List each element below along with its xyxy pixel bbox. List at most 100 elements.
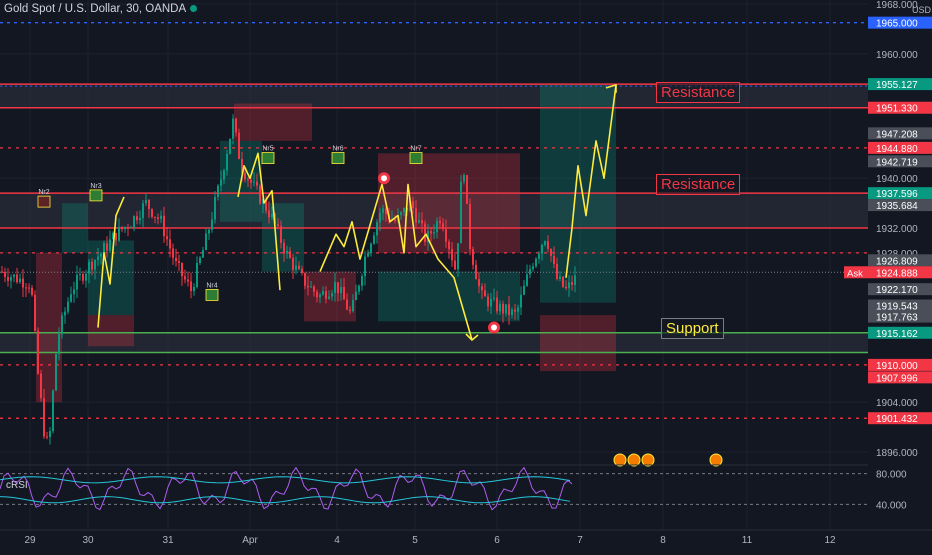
candle-body — [184, 276, 186, 280]
price-badge — [868, 187, 932, 200]
price-badge — [868, 254, 932, 267]
position-zone-bear — [88, 315, 134, 347]
candle-body — [379, 212, 381, 223]
candle-body — [142, 203, 144, 218]
candle-body — [343, 286, 345, 300]
price-badge — [868, 141, 932, 154]
resistance-label-upper[interactable]: Resistance — [656, 82, 741, 103]
candle-body — [472, 249, 474, 265]
candle-body — [478, 279, 480, 287]
yellow-drawings[interactable] — [97, 84, 617, 341]
candle-body — [346, 299, 348, 310]
candle-body — [211, 219, 213, 230]
candle-body — [34, 294, 36, 331]
candle-body — [7, 277, 9, 281]
position-zone-bear — [234, 103, 312, 141]
crsi-tick-label: 80.000 — [876, 470, 907, 481]
candle-body — [532, 266, 534, 270]
candle-body — [220, 179, 222, 186]
candle-body — [37, 330, 39, 374]
us-flag-event-icon — [613, 453, 627, 467]
price-badge-label: 1926.809 — [876, 256, 918, 267]
candle-body — [283, 242, 285, 254]
candle-body — [22, 278, 24, 288]
candle-body — [361, 276, 363, 286]
candle-body — [85, 273, 87, 281]
price-badge — [868, 283, 932, 296]
check-icon — [89, 189, 103, 202]
candle-body — [115, 233, 117, 241]
candle-body — [352, 300, 354, 312]
candle-body — [490, 298, 492, 307]
candle-body — [349, 309, 351, 312]
candle-body — [106, 243, 108, 251]
candle-body — [214, 197, 216, 220]
symbol-title[interactable]: Gold Spot / U.S. Dollar, 30, OANDA — [4, 3, 187, 15]
candle-body — [421, 220, 423, 224]
time-axis-background — [0, 530, 932, 550]
candle-body — [292, 257, 294, 270]
target-icon-inner — [491, 324, 497, 331]
candle-body — [157, 217, 159, 219]
price-badge — [868, 127, 932, 140]
candle-body — [241, 159, 243, 174]
candle-body — [460, 181, 462, 244]
price-badge — [868, 412, 932, 425]
candle-body — [70, 294, 72, 302]
price-badge-label: 1937.596 — [876, 189, 918, 200]
price-badge-label: 1944.880 — [876, 144, 918, 155]
candle-body — [328, 296, 330, 299]
time-axis[interactable]: 29 30 31 Apr 4 5 6 7 8 11 12 — [0, 529, 932, 550]
candle-body — [298, 265, 300, 270]
candle-body — [319, 294, 321, 298]
candle-body — [301, 269, 303, 274]
candle-body — [487, 296, 489, 307]
candle-body — [448, 241, 450, 250]
currency-label: USD — [912, 5, 932, 15]
position-zone-bear — [36, 252, 62, 403]
candle-body — [226, 153, 228, 171]
candle-body — [466, 175, 468, 204]
candle-body — [373, 235, 375, 244]
candle-body — [13, 274, 15, 278]
candle-body — [475, 264, 477, 280]
time-tick-label: 5 — [412, 535, 418, 546]
candle-body — [445, 229, 447, 242]
price-axis[interactable]: 1968.0001960.0001940.0001932.0001928.000… — [844, 0, 932, 550]
candle-body — [166, 236, 168, 240]
candle-body — [514, 309, 516, 312]
candle-body — [91, 261, 93, 270]
candle-body — [286, 250, 288, 254]
price-badge-label: 1919.543 — [876, 302, 918, 313]
yellow-path-4 — [565, 84, 617, 278]
candle-body — [469, 203, 471, 250]
candle-body — [43, 398, 45, 437]
candle-body — [256, 181, 258, 186]
price-badge — [868, 155, 932, 168]
candle-body — [394, 219, 396, 222]
time-tick-label: 8 — [660, 535, 666, 546]
candle-body — [130, 227, 132, 229]
candle-body — [517, 307, 519, 312]
candle-body — [196, 262, 198, 287]
price-badge-label: 1922.170 — [876, 285, 918, 296]
crsi-line — [0, 466, 573, 511]
position-zone-bear — [304, 271, 356, 322]
price-badge — [868, 199, 932, 212]
ask-badge — [844, 266, 868, 279]
price-tick-label: 1932.000 — [876, 224, 918, 235]
candle-body — [508, 304, 510, 315]
candle-body — [400, 212, 402, 216]
candle-body — [94, 259, 96, 270]
candle-body — [322, 291, 324, 295]
resistance-label-lower[interactable]: Resistance — [656, 174, 741, 195]
candle-body — [559, 276, 561, 280]
candle-body — [271, 213, 273, 218]
candle-body — [100, 253, 102, 257]
candle-body — [121, 226, 123, 230]
trade-marker-label: Nr3 — [90, 183, 101, 190]
support-label[interactable]: Support — [661, 318, 724, 339]
candle-body — [412, 200, 414, 209]
